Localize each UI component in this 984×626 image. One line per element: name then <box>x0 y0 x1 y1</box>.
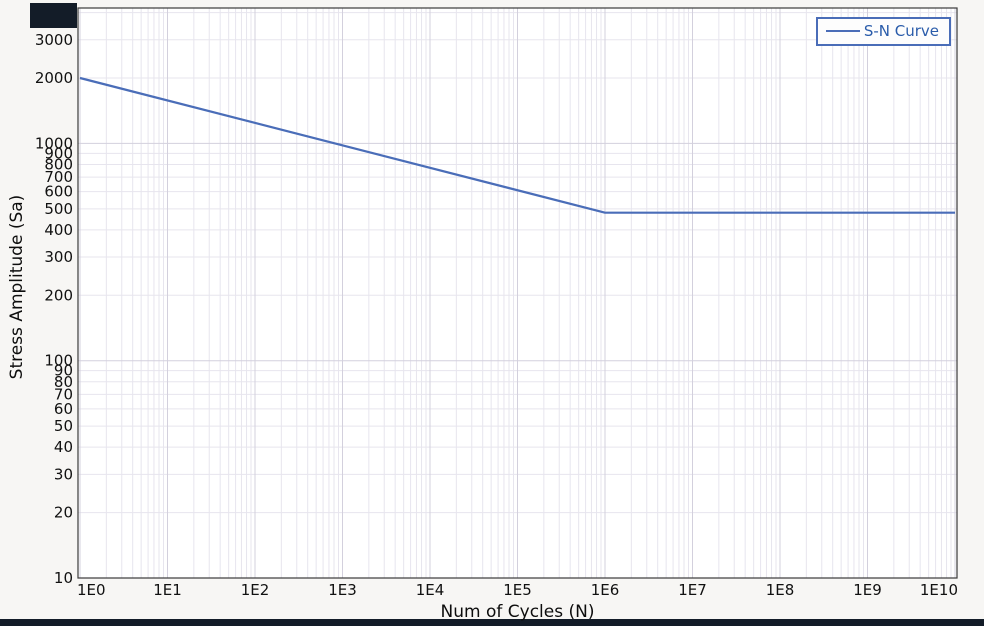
window-edge-fragment <box>30 3 77 28</box>
y-tick-label: 90 <box>54 362 73 380</box>
x-tick-label: 1E10 <box>920 581 958 599</box>
x-tick-label: 1E4 <box>416 581 445 599</box>
window-edge-bottom <box>0 619 984 626</box>
x-tick-label: 1E7 <box>678 581 707 599</box>
y-tick-label: 20 <box>54 504 73 522</box>
y-axis-title: Stress Amplitude (Sa) <box>7 194 27 380</box>
y-tick-label: 800 <box>44 155 73 173</box>
y-tick-label: 50 <box>54 417 73 435</box>
legend-label: S-N Curve <box>863 22 939 40</box>
y-tick-label: 60 <box>54 400 73 418</box>
y-tick-label: 200 <box>44 286 73 304</box>
y-tick-label: 1000 <box>35 134 73 152</box>
y-tick-label: 300 <box>44 248 73 266</box>
plot-border <box>77 7 958 579</box>
y-tick-label: 400 <box>44 221 73 239</box>
y-tick-label: 700 <box>44 168 73 186</box>
y-tick-label: 2000 <box>35 69 73 87</box>
y-tick-label: 600 <box>44 183 73 201</box>
y-tick-label: 40 <box>54 438 73 456</box>
x-tick-label: 1E6 <box>591 581 620 599</box>
legend-line-swatch <box>825 30 860 32</box>
y-tick-label: 500 <box>44 200 73 218</box>
y-tick-label: 30 <box>54 465 73 483</box>
x-tick-label: 1E5 <box>503 581 532 599</box>
x-tick-label: 1E2 <box>241 581 270 599</box>
x-tick-label: 1E9 <box>853 581 882 599</box>
series-line <box>79 76 955 214</box>
x-tick-label: 1E0 <box>77 581 106 599</box>
x-tick-label: 1E3 <box>328 581 357 599</box>
x-axis-title: Num of Cycles (N) <box>440 602 595 622</box>
y-tick-label: 70 <box>54 385 73 403</box>
y-tick-label: 80 <box>54 373 73 391</box>
y-tick-label: 100 <box>44 352 73 370</box>
y-tick-label: 3000 <box>35 31 73 49</box>
x-tick-label: 1E8 <box>766 581 795 599</box>
y-tick-label: 10 <box>54 569 73 587</box>
y-tick-label: 900 <box>44 144 73 162</box>
x-tick-label: 1E1 <box>153 581 182 599</box>
legend[interactable]: S-N Curve <box>815 17 951 46</box>
